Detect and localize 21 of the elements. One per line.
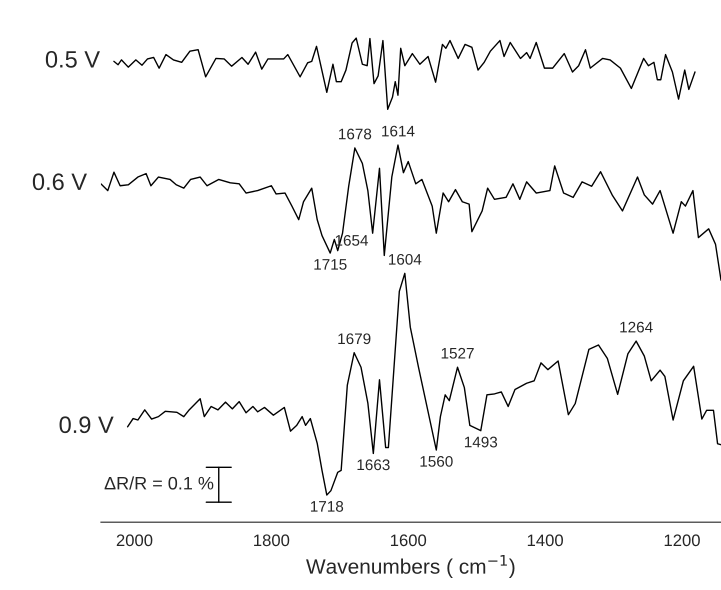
annotation: 1614 [382, 126, 415, 137]
series-label: 0.6 V [32, 173, 87, 190]
annotation: 1663 [358, 459, 390, 470]
annotation: 1604 [388, 254, 422, 265]
x-tick-label: 1600 [390, 534, 426, 546]
annotation: 1679 [338, 333, 370, 344]
x-tick-label: 2000 [116, 534, 152, 546]
series-label: 0.5 V [46, 50, 100, 68]
annotation: 1715 [314, 259, 347, 270]
annotation: 1264 [620, 322, 653, 333]
x-axis-title: Wavenumbers ( cm$^{−1}$) [306, 555, 514, 578]
annotation: 1560 [420, 456, 453, 467]
x-tick-label: 1800 [254, 534, 290, 546]
annotation: 1718 [310, 501, 344, 512]
annotation: 1678 [339, 128, 372, 140]
annotation: ΔR/R = 0.1 % [104, 476, 214, 490]
x-tick-label: 1200 [664, 534, 700, 546]
x-tick-label: 1400 [528, 534, 563, 546]
annotation: 1493 [464, 436, 498, 448]
annotation: 1527 [442, 348, 474, 359]
series-label: 0.9 V [60, 416, 114, 434]
